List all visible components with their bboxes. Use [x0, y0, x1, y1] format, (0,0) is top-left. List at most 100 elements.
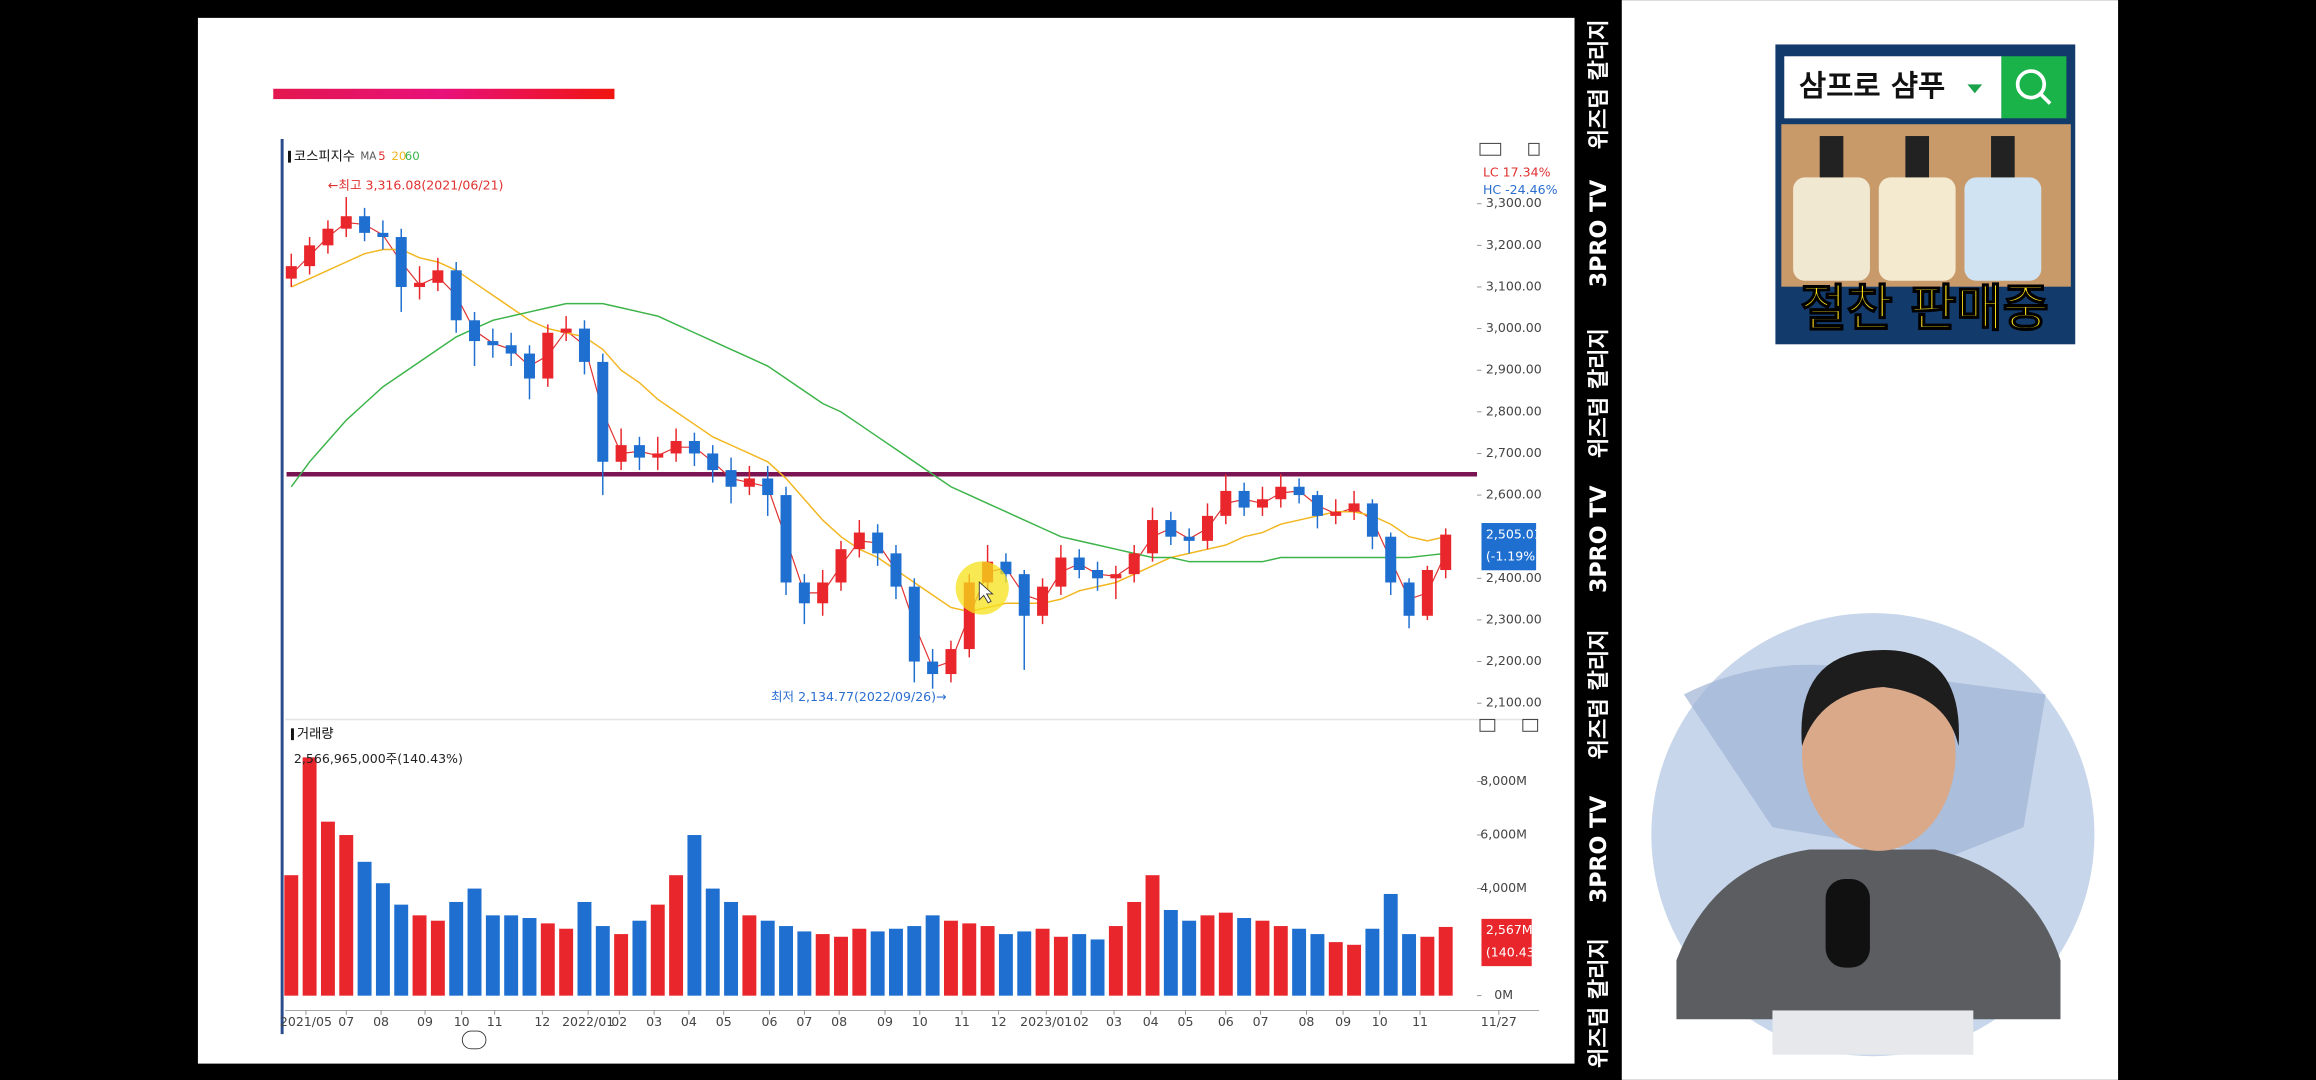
candle-body — [1385, 536, 1397, 583]
volume-bar — [870, 931, 885, 996]
volume-bar — [1053, 936, 1068, 996]
channel-watermark: 위즈덤 칼리지 — [1586, 938, 1612, 1068]
volume-bar — [1310, 934, 1325, 996]
candle-body — [597, 361, 609, 462]
slide — [197, 17, 1575, 1064]
last-change: (-1.19%) — [1486, 548, 1540, 563]
y-tick-label: 3,000.00 — [1486, 320, 1542, 335]
x-tick-label: 12 — [534, 1014, 550, 1029]
volume-bar — [779, 926, 793, 996]
x-tick-label: 10 — [1372, 1014, 1388, 1029]
x-tick-label: 02 — [611, 1014, 627, 1029]
candle-body — [1000, 561, 1012, 575]
volume-bar — [339, 835, 354, 996]
desk — [1772, 1010, 1974, 1055]
volume-bar — [724, 901, 739, 996]
x-tick-label: 07 — [796, 1014, 812, 1029]
volume-bar — [1438, 926, 1453, 996]
y-tick-label: 2,100.00 — [1486, 695, 1542, 710]
candle-body — [1293, 486, 1305, 496]
x-tick-label: 03 — [646, 1014, 662, 1029]
volume-title: 거래량 — [297, 726, 334, 742]
x-tick-label: 2022/01 — [562, 1014, 614, 1029]
last-volume-box — [1481, 918, 1532, 967]
candle-body — [395, 237, 407, 287]
x-tick-label: 11/27 — [1481, 1014, 1517, 1029]
y-tick-label: 2,300.00 — [1486, 611, 1542, 626]
volume-bar — [852, 928, 867, 996]
panel-icon — [1522, 718, 1539, 732]
x-tick-label: 06 — [1218, 1014, 1234, 1029]
candle-body — [707, 453, 719, 471]
candle-body — [1147, 520, 1159, 554]
accent-bar — [273, 88, 615, 100]
candle-body — [780, 495, 792, 583]
candle-body — [963, 582, 975, 650]
candle-body — [633, 445, 645, 458]
ad-search-icon — [2038, 91, 2052, 105]
candle-body — [560, 328, 572, 333]
title-marker — [290, 728, 294, 741]
candle-body — [743, 478, 755, 487]
title-marker — [288, 150, 291, 163]
candle-body — [1238, 490, 1250, 508]
ad-search-icon — [2015, 69, 2047, 100]
volume-bar — [320, 821, 335, 996]
y-tick-label: 3,300.00 — [1486, 195, 1542, 210]
x-tick-label: 06 — [762, 1014, 778, 1029]
volume-bar — [1237, 918, 1252, 996]
volume-bar — [925, 915, 940, 996]
x-tick-label: 09 — [877, 1014, 893, 1029]
candle-body — [304, 245, 316, 267]
candle-body — [542, 332, 554, 379]
volume-bar — [650, 904, 665, 996]
channel-watermark: 위즈덤 칼리지 — [1586, 629, 1612, 759]
x-tick-label: 10 — [454, 1014, 470, 1029]
volume-bar — [375, 883, 390, 996]
hc-annotation: HC -24.46% — [1483, 182, 1558, 197]
candle-body — [927, 661, 939, 675]
volume-bar — [467, 888, 482, 996]
x-tick-label: 08 — [373, 1014, 389, 1029]
panel-icon — [1479, 142, 1502, 156]
channel-watermark: 3PRO TV — [1586, 485, 1612, 593]
candle-body — [670, 440, 682, 454]
candle-body — [578, 328, 590, 362]
volume-bar — [1035, 928, 1050, 996]
volume-bar — [1328, 942, 1343, 996]
volume-bar — [1182, 920, 1197, 996]
legend-entry: 20 — [391, 149, 406, 163]
volume-bar — [962, 923, 977, 996]
y-tick-label: 4,000M — [1480, 880, 1527, 895]
x-tick-label: 05 — [716, 1014, 732, 1029]
ma-line — [290, 302, 1446, 563]
volume-bar — [1273, 926, 1288, 996]
x-tick-label: 04 — [1143, 1014, 1159, 1029]
volume-bar — [687, 835, 702, 996]
y-tick-label: 2,600.00 — [1486, 487, 1542, 502]
x-tick-label: 02 — [1073, 1014, 1089, 1029]
candle-body — [725, 470, 737, 487]
candle-body — [817, 582, 829, 604]
y-tick-label: 2,400.00 — [1486, 570, 1542, 585]
volume-bar — [760, 920, 775, 996]
candle-body — [1311, 495, 1323, 516]
volume-bar — [449, 901, 464, 996]
host-face — [1801, 655, 1956, 851]
candle-body — [285, 266, 297, 279]
x-tick-label: 09 — [417, 1014, 433, 1029]
candle-body — [1220, 490, 1232, 516]
y-tick-label: 2,700.00 — [1486, 445, 1542, 460]
candle-body — [1092, 569, 1104, 579]
candle-body — [322, 228, 334, 246]
volume-bar — [577, 901, 592, 996]
ad-bottle — [1793, 177, 1870, 281]
volume-bar — [742, 915, 757, 996]
candle-body — [1201, 515, 1213, 541]
volume-bar — [1072, 934, 1087, 996]
y-tick-label: 3,200.00 — [1486, 237, 1542, 252]
panel-icon — [1479, 718, 1496, 732]
x-tick-label: 07 — [338, 1014, 354, 1029]
volume-summary: 2,566,965,000주(140.43%) — [294, 751, 463, 766]
volume-bar — [1200, 915, 1215, 996]
